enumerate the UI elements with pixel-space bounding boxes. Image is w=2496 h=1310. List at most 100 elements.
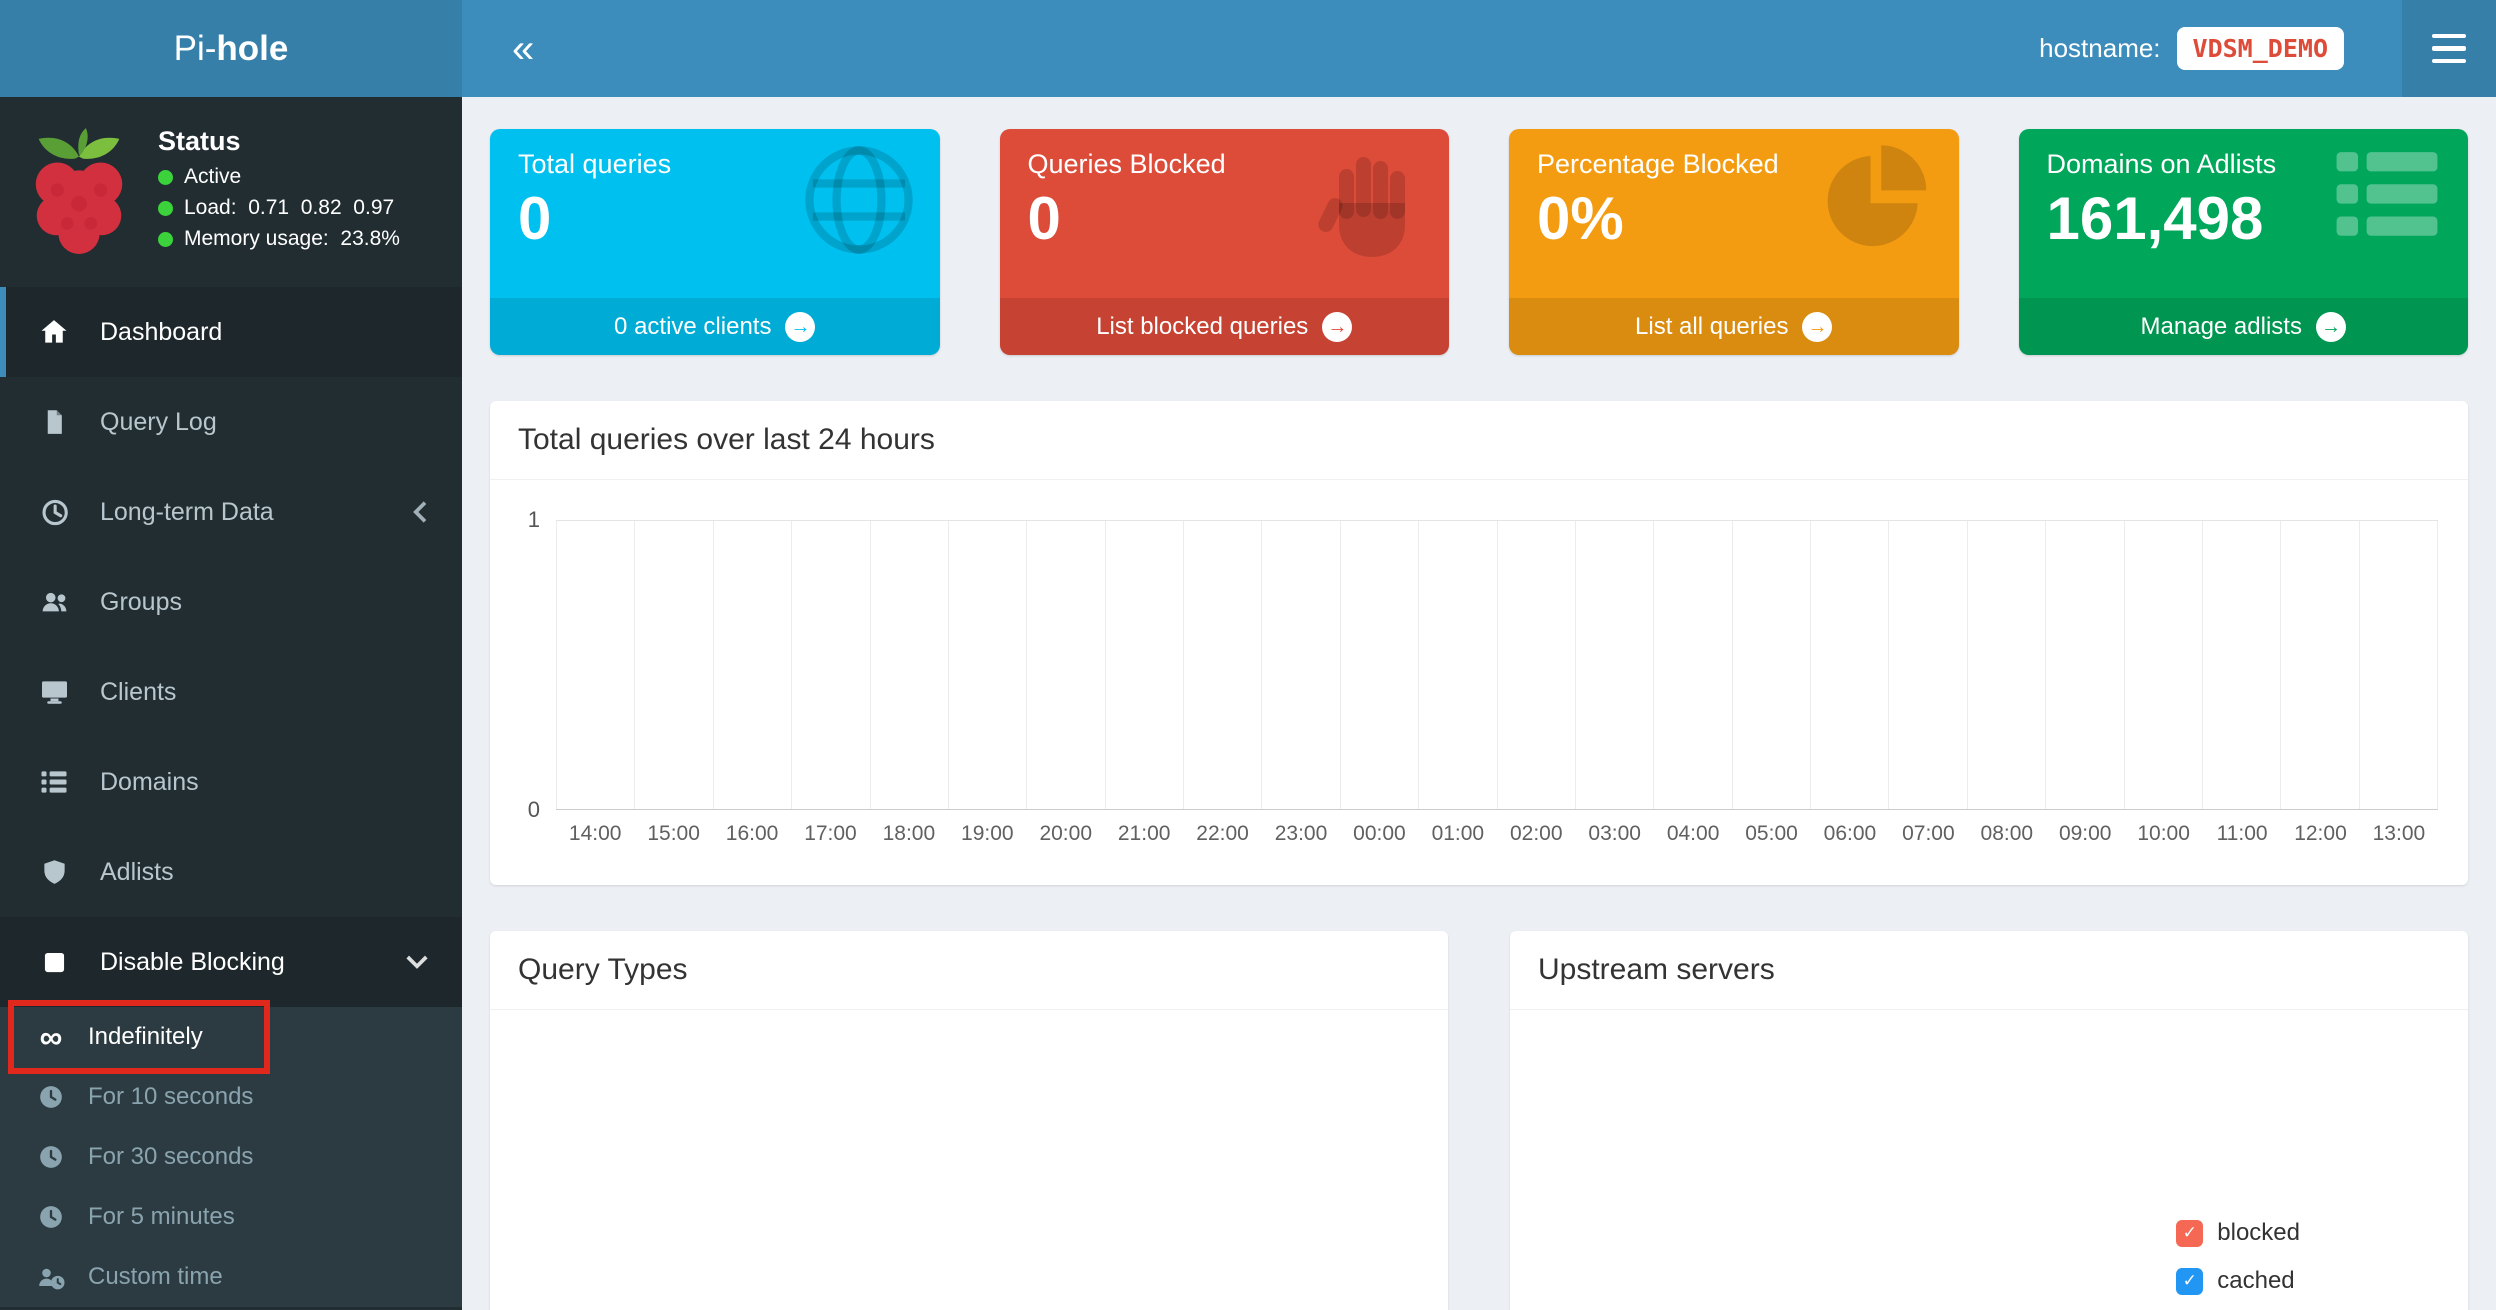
x-tick-label: 09:00	[2058, 822, 2112, 845]
arrow-circle-right-icon: →	[1802, 311, 1833, 342]
pihole-raspberry-logo	[35, 128, 123, 254]
top-bar: Pi-hole « hostname: VDSM_DEMO	[0, 0, 2496, 97]
sidebar-item-disable-blocking[interactable]: Disable Blocking	[0, 917, 462, 1007]
sidebar-item-dashboard[interactable]: Dashboard	[0, 287, 462, 377]
clock-icon	[28, 1204, 74, 1230]
hostname-label: hostname:	[2039, 33, 2161, 63]
grid-column	[2123, 521, 2202, 809]
status-info: Status Active Load: 0.71 0.82 0.97 Memor…	[158, 126, 400, 258]
grid-column	[2201, 521, 2280, 809]
brand-logo: Pi-hole	[0, 0, 462, 97]
submenu-item-for-30-seconds[interactable]: For 30 seconds	[0, 1127, 462, 1187]
x-tick-label: 00:00	[1353, 822, 1406, 845]
sidebar-collapse-icon[interactable]: «	[512, 26, 535, 71]
x-tick-label: 06:00	[1823, 822, 1877, 845]
chevron-down-icon	[404, 952, 430, 972]
hostname-badge: VDSM_DEMO	[2176, 27, 2344, 70]
x-tick-label: 10:00	[2137, 822, 2190, 845]
card-value: 0	[518, 185, 552, 252]
x-tick-label: 04:00	[1666, 822, 1720, 845]
arrow-circle-right-icon: →	[1322, 311, 1353, 342]
card-title: Queries Blocked	[1027, 149, 1226, 179]
clock-icon	[28, 1144, 74, 1170]
grid-column	[1653, 521, 1731, 809]
card-title: Domains on Adlists	[2046, 149, 2277, 179]
panel-title: Total queries over last 24 hours	[490, 401, 2468, 480]
queries-chart: 1 0	[528, 507, 2438, 822]
sidebar-item-label: Disable Blocking	[100, 947, 285, 976]
legend-checkbox-icon[interactable]: ✓	[2176, 1219, 2204, 1247]
status-dot-icon	[158, 231, 173, 247]
hand-stop-icon	[1317, 141, 1427, 266]
sidebar-item-query-log[interactable]: Query Log	[0, 377, 462, 467]
status-dot-icon	[158, 169, 173, 185]
grid-column	[791, 521, 869, 809]
submenu-item-label: Indefinitely	[88, 1023, 203, 1050]
sidebar-item-domains[interactable]: Domains	[0, 737, 462, 827]
sidebar-item-label: Long-term Data	[100, 497, 274, 526]
grid-column	[556, 521, 634, 809]
x-tick-label: 19:00	[961, 822, 1014, 845]
grid-column	[1104, 521, 1183, 809]
submenu-item-for-5-minutes[interactable]: For 5 minutes	[0, 1187, 462, 1247]
x-tick-label: 16:00	[725, 822, 779, 845]
status-load-text: Load: 0.71 0.82 0.97	[184, 196, 395, 219]
history-icon	[26, 497, 82, 528]
sidebar: Status Active Load: 0.71 0.82 0.97 Memor…	[0, 97, 462, 1310]
list-icon	[26, 767, 82, 797]
x-tick-label: 13:00	[2372, 822, 2426, 845]
chart-grid	[556, 520, 2438, 810]
grid-column	[1731, 521, 1810, 809]
grid-column	[712, 521, 791, 809]
grid-column	[1496, 521, 1575, 809]
arrow-circle-right-icon: →	[2315, 311, 2346, 342]
submenu-item-label: For 30 seconds	[88, 1143, 254, 1170]
status-line-load: Load: 0.71 0.82 0.97	[158, 196, 400, 220]
globe-icon	[800, 141, 918, 264]
sidebar-item-adlists[interactable]: Adlists	[0, 827, 462, 917]
x-tick-label: 21:00	[1117, 822, 1171, 845]
x-tick-label: 05:00	[1745, 822, 1798, 845]
legend-checkbox-icon[interactable]: ✓	[2176, 1267, 2204, 1295]
sidebar-item-label: Adlists	[100, 857, 174, 886]
clock-icon	[28, 1084, 74, 1110]
status-active-text: Active	[184, 165, 242, 188]
y-tick-label: 1	[527, 507, 540, 532]
hamburger-menu-icon[interactable]	[2402, 0, 2496, 97]
brand-text-bold: hole	[216, 28, 289, 68]
grid-column	[947, 521, 1026, 809]
grid-column	[2280, 521, 2358, 809]
submenu-item-custom-time[interactable]: Custom time	[0, 1247, 462, 1307]
submenu-item-label: For 10 seconds	[88, 1083, 254, 1110]
sidebar-item-label: Clients	[100, 677, 177, 706]
main-content: Total queries 0 0 active clients → Queri…	[462, 97, 2496, 1310]
arrow-circle-right-icon: →	[785, 311, 816, 342]
sidebar-item-groups[interactable]: Groups	[0, 557, 462, 647]
grid-column	[2358, 521, 2438, 809]
grid-column	[869, 521, 948, 809]
submenu-item-for-10-seconds[interactable]: For 10 seconds	[0, 1067, 462, 1127]
x-tick-label: 01:00	[1431, 822, 1485, 845]
users-icon	[26, 587, 82, 617]
x-tick-label: 07:00	[1902, 822, 1955, 845]
x-tick-label: 22:00	[1196, 822, 1249, 845]
grid-column	[2045, 521, 2123, 809]
card-link-manage-adlists[interactable]: Manage adlists →	[2018, 298, 2468, 355]
sidebar-item-long-term-data[interactable]: Long-term Data	[0, 467, 462, 557]
card-link-all-queries[interactable]: List all queries →	[1509, 298, 1959, 355]
legend-item-blocked[interactable]: ✓ blocked	[2176, 1219, 2300, 1247]
status-line-active: Active	[158, 165, 400, 189]
submenu-item-indefinitely[interactable]: ∞ Indefinitely	[0, 1007, 462, 1067]
x-tick-label: 18:00	[882, 822, 936, 845]
sidebar-item-clients[interactable]: Clients	[0, 647, 462, 737]
card-value: 0%	[1537, 185, 1624, 252]
sidebar-item-label: Dashboard	[100, 317, 223, 346]
bottom-panels-row: Query Types Upstream servers ✓ blocked ✓ ca…	[490, 931, 2468, 1310]
card-link-blocked-queries[interactable]: List blocked queries →	[999, 298, 1449, 355]
x-tick-label: 23:00	[1274, 822, 1328, 845]
grid-column	[1418, 521, 1496, 809]
card-link-active-clients[interactable]: 0 active clients →	[490, 298, 940, 355]
legend-item-cached[interactable]: ✓ cached	[2176, 1267, 2300, 1295]
card-title: Percentage Blocked	[1537, 149, 1779, 179]
grid-column	[1026, 521, 1104, 809]
